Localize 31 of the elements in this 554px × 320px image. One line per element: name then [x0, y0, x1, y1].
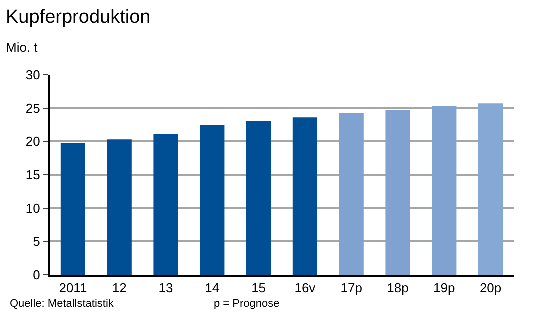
- source-note: Quelle: Metallstatistik: [10, 298, 114, 310]
- y-tick-label: 5: [33, 234, 40, 250]
- bar: [107, 140, 132, 275]
- y-tick-label: 0: [33, 268, 40, 283]
- y-tick-label: 30: [26, 68, 40, 83]
- bar: [386, 110, 410, 275]
- chart-title: Kupferproduktion: [6, 7, 151, 28]
- x-tick-label: 15: [252, 280, 266, 296]
- bar: [432, 106, 457, 275]
- x-tick-label: 16v: [294, 280, 316, 296]
- x-tick-label: 2011: [59, 280, 88, 296]
- bar: [200, 125, 225, 275]
- bar: [246, 121, 272, 275]
- x-tick-label: 17p: [340, 280, 362, 296]
- x-tick-label: 18p: [387, 280, 409, 296]
- x-tick-label: 20p: [480, 280, 502, 296]
- x-tick-label: 13: [158, 280, 174, 296]
- y-axis-title: Mio. t: [6, 40, 38, 55]
- bar: [60, 143, 86, 275]
- y-tick-label: 10: [26, 200, 40, 216]
- y-tick-label: 25: [26, 100, 40, 116]
- y-tick-label: 15: [26, 168, 40, 183]
- text: p = Prognose: [214, 298, 280, 310]
- bar: [154, 134, 178, 275]
- bar: [478, 104, 504, 275]
- y-tick-label: 20: [26, 134, 40, 150]
- x-tick-label: 14: [205, 280, 220, 296]
- x-tick-label: 19p: [434, 280, 456, 296]
- bar: [292, 118, 318, 275]
- bar: [339, 113, 364, 275]
- x-tick-label: 12: [112, 280, 127, 296]
